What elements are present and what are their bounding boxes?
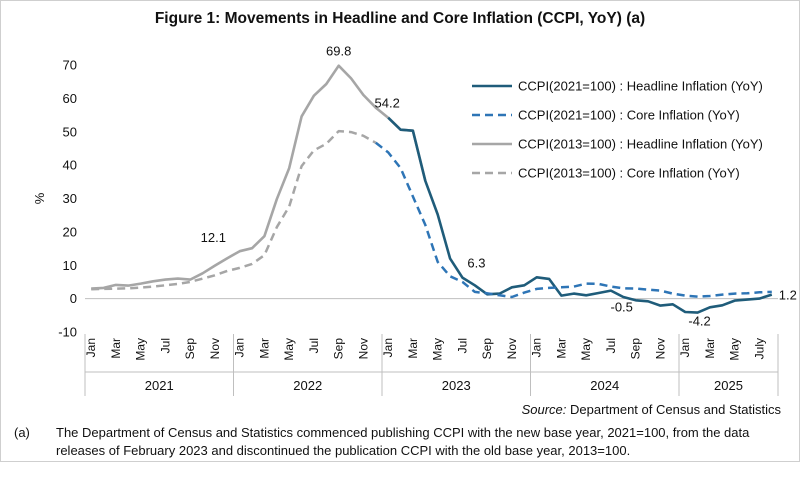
x-tick-label: Sep <box>332 338 346 360</box>
data-label: 6.3 <box>467 256 485 271</box>
chart-title: Figure 1: Movements in Headline and Core… <box>154 10 646 27</box>
legend-label: CCPI(2021=100) : Core Inflation (YoY) <box>518 108 740 123</box>
series-line <box>91 64 427 290</box>
year-label: 2025 <box>714 378 743 393</box>
y-tick-label: 10 <box>63 258 77 273</box>
x-tick-label: Nov <box>505 338 519 359</box>
year-label: 2022 <box>293 378 322 393</box>
x-tick-label: May <box>431 338 445 361</box>
year-label: 2023 <box>442 378 471 393</box>
y-tick-label: 60 <box>63 91 77 106</box>
x-tick-label: May <box>282 338 296 361</box>
y-axis-label: % <box>32 192 47 204</box>
chart-frame <box>0 0 800 462</box>
y-tick-label: 50 <box>63 124 77 139</box>
y-tick-label: 0 <box>70 291 77 306</box>
year-label: 2021 <box>145 378 174 393</box>
data-label: 69.8 <box>326 44 351 59</box>
footnote-label: (a) <box>14 425 30 440</box>
x-tick-label: Mar <box>554 338 568 359</box>
x-tick-label: Nov <box>653 338 667 359</box>
x-axis: Jan Mar May Jul Sep Nov Jan Mar May Jul Sep Nov Jan M… <box>84 298 779 396</box>
x-tick-label: May <box>579 338 593 361</box>
source-note: Source: Department of Census and Statist… <box>522 402 781 417</box>
y-tick-label: 70 <box>63 58 77 73</box>
x-tick-label: Nov <box>356 338 370 359</box>
x-tick-label: Mar <box>109 338 123 359</box>
legend-label: CCPI(2013=100) : Core Inflation (YoY) <box>518 166 740 181</box>
footnote-text: The Department of Census and Statistics … <box>56 425 750 458</box>
x-tick-label: Jan <box>233 338 247 357</box>
series-line <box>387 116 773 314</box>
source-label: Source: <box>521 402 567 417</box>
y-tick-label: -10 <box>58 325 77 340</box>
x-tick-label: Jul <box>158 338 172 353</box>
data-label: 54.2 <box>375 96 400 111</box>
x-tick-label: Jan <box>381 338 395 357</box>
source-text: Department of Census and Statistics <box>566 402 781 417</box>
x-tick-label: May <box>134 338 148 361</box>
x-tick-label: Sep <box>183 338 197 360</box>
series-lines <box>91 64 773 314</box>
x-tick-label: May <box>728 338 742 361</box>
legend-label: CCPI(2013=100) : Headline Inflation (YoY… <box>518 137 763 152</box>
y-tick-label: 30 <box>63 191 77 206</box>
legend-label: CCPI(2021=100) : Headline Inflation (YoY… <box>518 79 763 94</box>
x-tick-label: July <box>752 338 766 359</box>
x-tick-label: Jul <box>455 338 469 353</box>
x-tick-label: Sep <box>629 338 643 360</box>
x-tick-label: Jul <box>307 338 321 353</box>
y-axis: % -10 0 10 20 30 40 50 60 70 <box>32 58 77 340</box>
y-tick-label: 40 <box>63 158 77 173</box>
data-label: 1.2 <box>779 288 797 303</box>
x-tick-label: Jan <box>678 338 692 357</box>
x-tick-label: Sep <box>480 338 494 360</box>
series-line <box>375 141 772 299</box>
legend: CCPI(2021=100) : Headline Inflation (YoY… <box>472 79 763 181</box>
x-tick-label: Jul <box>604 338 618 353</box>
data-labels: 12.1 69.8 54.2 6.3 -0.5 -4.2 1.2 <box>201 44 797 329</box>
year-label: 2024 <box>590 378 619 393</box>
data-label: -4.2 <box>688 314 710 329</box>
x-tick-label: Jan <box>84 338 98 357</box>
x-tick-label: Mar <box>257 338 271 359</box>
data-label: 12.1 <box>201 230 226 245</box>
series-line <box>91 129 377 291</box>
x-tick-label: Mar <box>703 338 717 359</box>
x-tick-label: Mar <box>406 338 420 359</box>
x-tick-label: Jan <box>530 338 544 357</box>
data-label: -0.5 <box>610 299 632 314</box>
x-tick-label: Nov <box>208 338 222 359</box>
y-tick-label: 20 <box>63 224 77 239</box>
